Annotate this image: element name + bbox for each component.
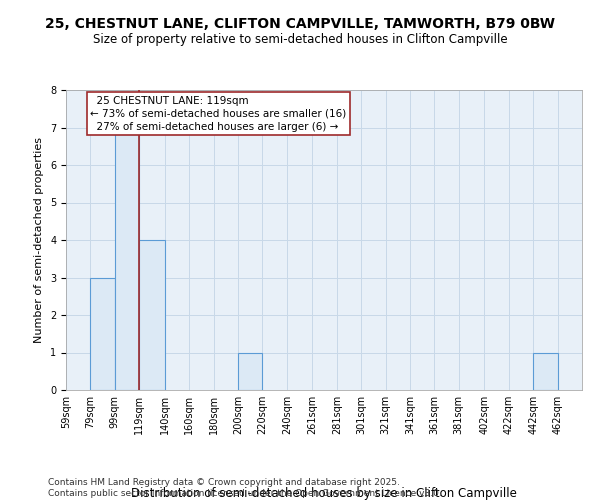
Y-axis label: Number of semi-detached properties: Number of semi-detached properties: [34, 137, 44, 343]
Text: 25, CHESTNUT LANE, CLIFTON CAMPVILLE, TAMWORTH, B79 0BW: 25, CHESTNUT LANE, CLIFTON CAMPVILLE, TA…: [45, 18, 555, 32]
Bar: [139, 240, 165, 390]
Bar: [115, 128, 139, 390]
Bar: [238, 352, 262, 390]
X-axis label: Distribution of semi-detached houses by size in Clifton Campville: Distribution of semi-detached houses by …: [131, 487, 517, 500]
Bar: [91, 278, 115, 390]
Text: Size of property relative to semi-detached houses in Clifton Campville: Size of property relative to semi-detach…: [92, 32, 508, 46]
Bar: [533, 352, 557, 390]
Text: 25 CHESTNUT LANE: 119sqm
← 73% of semi-detached houses are smaller (16)
  27% of: 25 CHESTNUT LANE: 119sqm ← 73% of semi-d…: [91, 96, 347, 132]
Text: Contains HM Land Registry data © Crown copyright and database right 2025.
Contai: Contains HM Land Registry data © Crown c…: [48, 478, 442, 498]
